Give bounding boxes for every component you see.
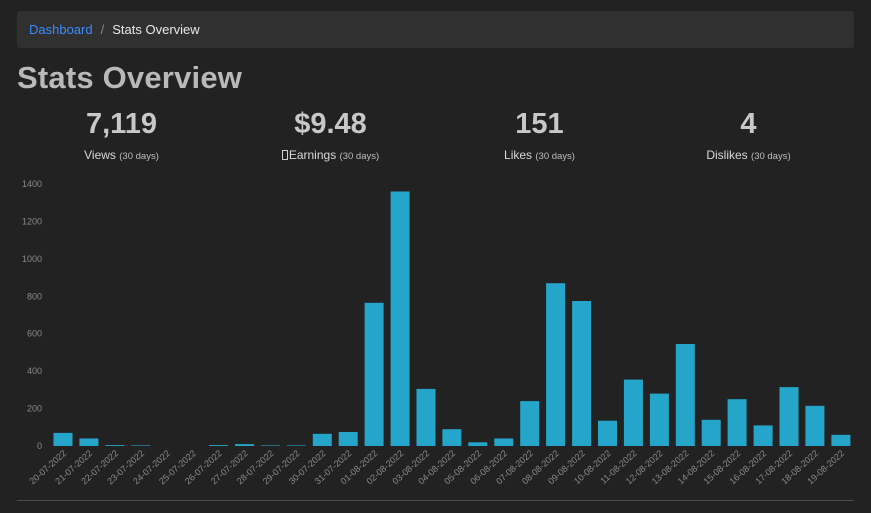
y-tick-label: 200 — [27, 404, 42, 414]
bar-02-08-2022[interactable] — [390, 191, 410, 447]
bar-14-08-2022[interactable] — [701, 419, 721, 446]
y-tick-label: 600 — [27, 329, 42, 339]
y-tick-label: 400 — [27, 366, 42, 376]
bar-04-08-2022[interactable] — [442, 429, 462, 446]
stat-views-value: 7,119 — [86, 108, 157, 140]
stat-dislikes-value: 4 — [740, 108, 757, 140]
stat-dislikes-label-text: Dislikes — [706, 148, 748, 162]
stat-dislikes: 4 Dislikes (30 days) — [644, 106, 853, 162]
bar-27-07-2022[interactable] — [235, 444, 254, 446]
bar-20-07-2022[interactable] — [53, 432, 73, 446]
breadcrumb-current: Stats Overview — [112, 22, 200, 37]
bar-22-07-2022[interactable] — [105, 445, 125, 446]
y-tick-label: 1000 — [22, 254, 42, 264]
stat-earnings-label-text: Earnings — [288, 148, 337, 162]
stat-earnings-value: $9.48 — [294, 108, 367, 140]
bar-11-08-2022[interactable] — [623, 379, 643, 446]
bar-03-08-2022[interactable] — [416, 388, 436, 446]
bar-10-08-2022[interactable] — [598, 420, 617, 446]
stat-earnings-period: (30 days) — [339, 151, 380, 162]
stat-dislikes-period: (30 days) — [751, 151, 791, 162]
bar-28-07-2022[interactable] — [260, 445, 280, 446]
stat-earnings: $9.48 Earnings (30 days) — [226, 106, 435, 162]
stat-views-period: (30 days) — [119, 151, 159, 162]
stat-views-label-text: Views — [84, 148, 116, 162]
stat-views: 7,119 Views (30 days) — [17, 106, 226, 162]
stat-likes-period: (30 days) — [535, 151, 575, 162]
stat-likes: 151 Likes (30 days) — [435, 106, 644, 162]
bar-06-08-2022[interactable] — [494, 438, 514, 447]
bar-16-08-2022[interactable] — [753, 425, 773, 446]
stat-earnings-label: Earnings (30 days) — [226, 148, 435, 162]
bar-31-07-2022[interactable] — [338, 432, 358, 446]
bar-19-08-2022[interactable] — [831, 434, 851, 446]
bar-05-08-2022[interactable] — [468, 442, 488, 446]
bar-15-08-2022[interactable] — [727, 399, 747, 446]
bar-18-08-2022[interactable] — [805, 405, 825, 446]
bar-21-07-2022[interactable] — [79, 438, 99, 447]
missing-glyph-icon — [281, 150, 288, 160]
bar-01-08-2022[interactable] — [364, 302, 384, 446]
bar-12-08-2022[interactable] — [649, 393, 669, 446]
y-tick-label: 1400 — [22, 179, 42, 189]
y-tick-label: 0 — [37, 441, 42, 451]
y-tick-label: 1200 — [22, 216, 42, 226]
bar-08-08-2022[interactable] — [546, 283, 566, 446]
stat-likes-label: Likes (30 days) — [435, 148, 644, 162]
bar-17-08-2022[interactable] — [779, 387, 799, 446]
bar-29-07-2022[interactable] — [286, 445, 306, 446]
views-bar-chart: 020040060080010001200140020-07-202221-07… — [22, 179, 851, 486]
bar-09-08-2022[interactable] — [572, 301, 592, 446]
stat-likes-label-text: Likes — [504, 148, 533, 162]
breadcrumb: Dashboard / Stats Overview — [17, 11, 854, 48]
stat-dislikes-label: Dislikes (30 days) — [644, 148, 853, 162]
breadcrumb-dashboard-link[interactable]: Dashboard — [29, 22, 93, 37]
page-title: Stats Overview — [17, 60, 243, 95]
bar-26-07-2022[interactable] — [209, 445, 228, 446]
stat-views-label: Views (30 days) — [17, 148, 226, 162]
breadcrumb-separator: / — [100, 22, 105, 37]
bottom-divider — [17, 500, 854, 501]
bar-30-07-2022[interactable] — [312, 433, 332, 446]
bar-13-08-2022[interactable] — [675, 344, 695, 446]
bar-23-07-2022[interactable] — [131, 445, 151, 446]
y-tick-label: 800 — [27, 291, 42, 301]
stats-summary: 7,119 Views (30 days) $9.48 Earnings (30… — [17, 106, 854, 166]
stat-likes-value: 151 — [515, 108, 564, 140]
bar-07-08-2022[interactable] — [520, 401, 540, 446]
